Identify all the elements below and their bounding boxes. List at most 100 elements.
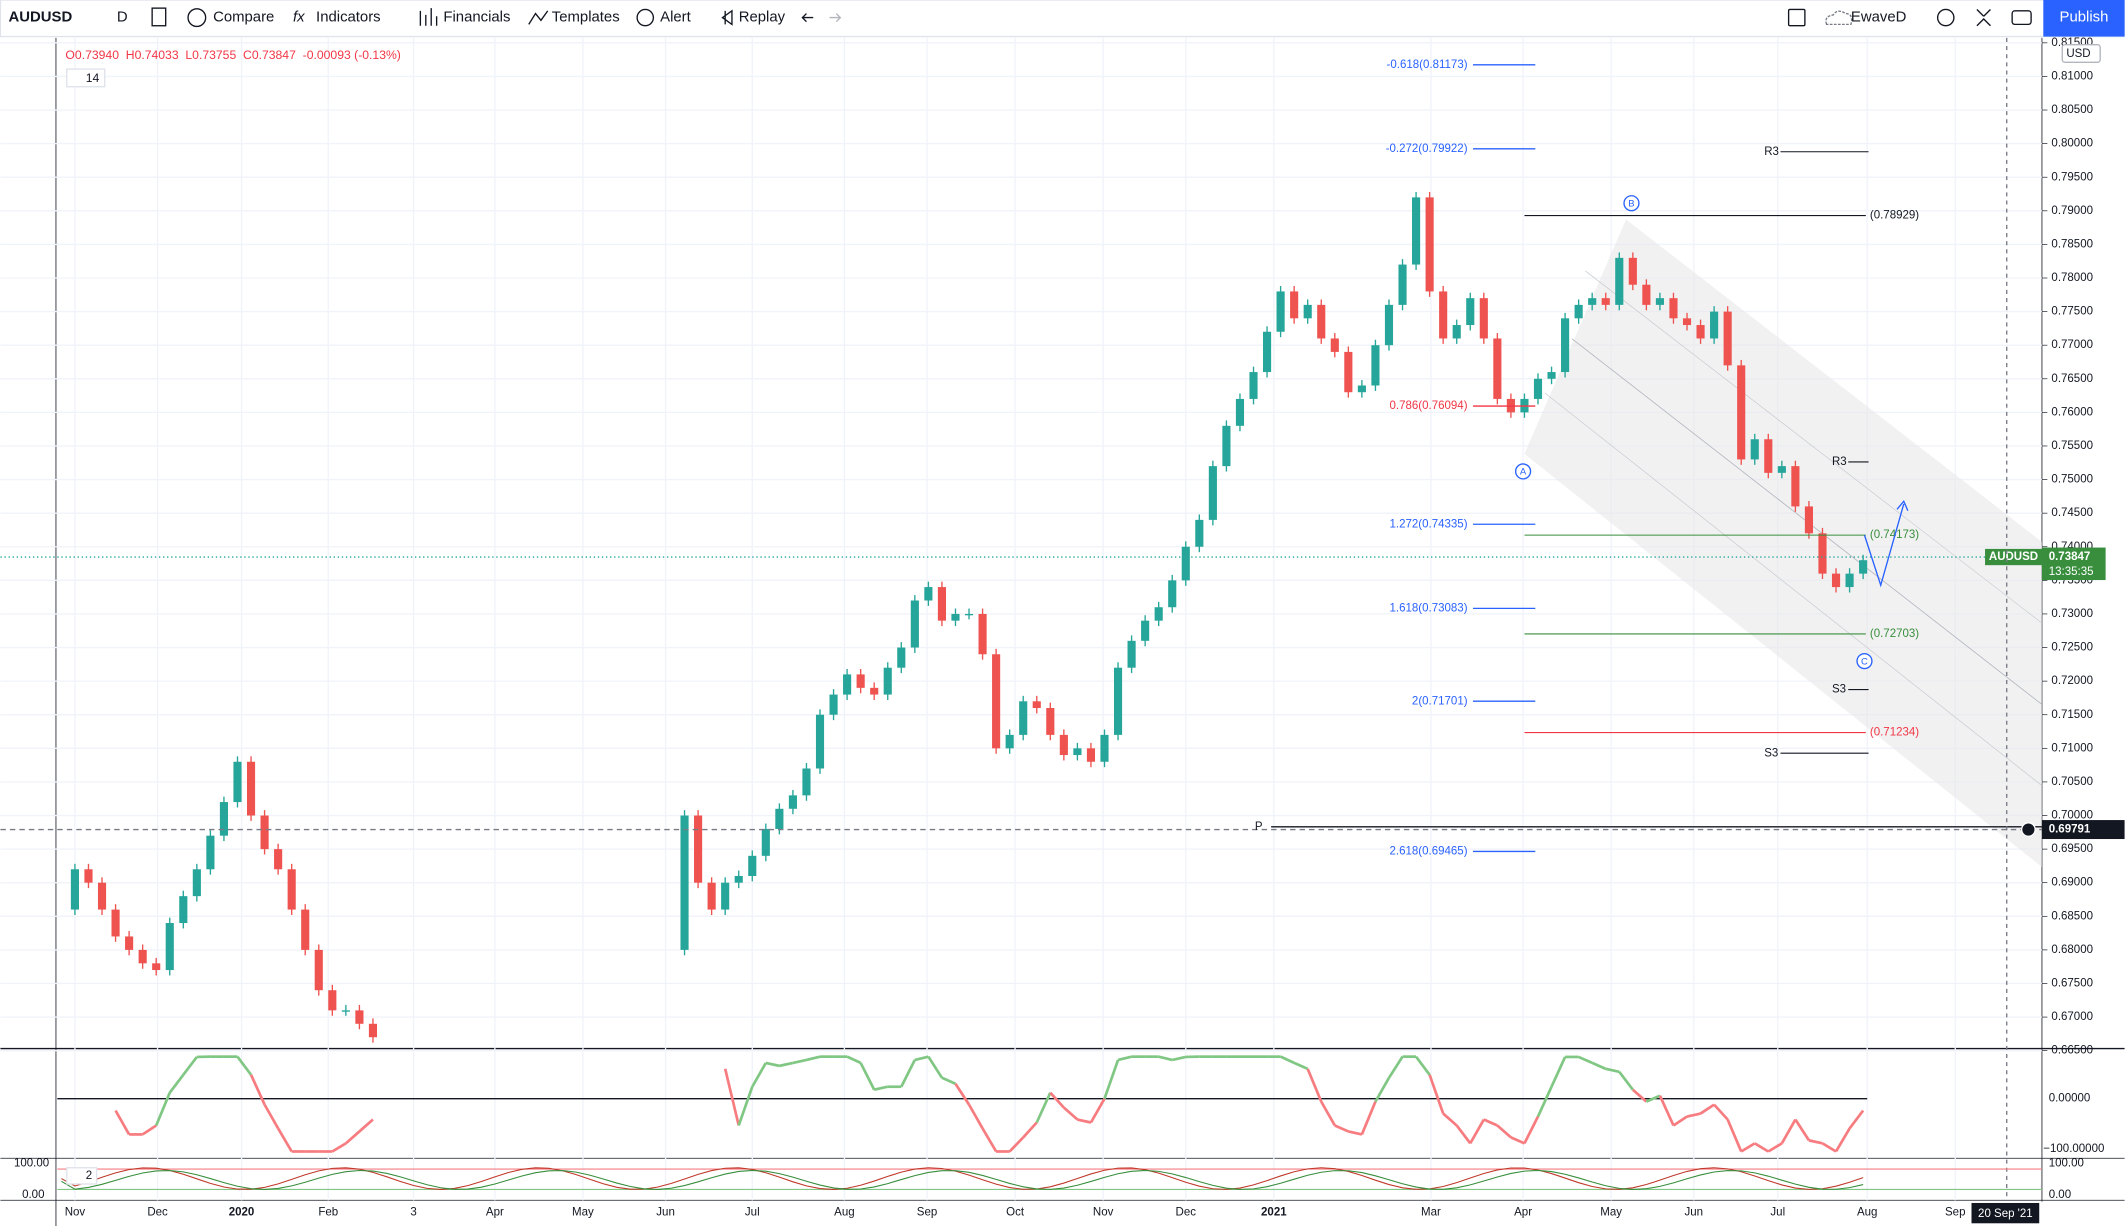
candle-body [1384, 304, 1394, 346]
time-label: Jun [1685, 1206, 1704, 1218]
fullscreen-toggle[interactable] [1787, 8, 1806, 27]
currency: USD [2066, 48, 2090, 60]
y-tick-label: 0.76000 [2051, 406, 2093, 418]
candle-body [1561, 318, 1570, 373]
candle-body [1357, 385, 1366, 393]
fib-label: 1.618(0.73083) [1390, 602, 1468, 614]
candle-body [1113, 667, 1123, 735]
time-label: May [1600, 1206, 1622, 1218]
fullscreen-button[interactable] [1976, 9, 1991, 27]
date-tag-box [1971, 1202, 2040, 1224]
symbol[interactable]: AUDUSD [9, 10, 73, 26]
y-tick-label: 0.78000 [2051, 272, 2093, 284]
oscillator-segment [1008, 1136, 1025, 1153]
replay-icon [721, 9, 733, 26]
candle-body [301, 909, 310, 950]
candle-body [1493, 338, 1502, 399]
candle-body [328, 990, 337, 1011]
oscillator-segment [1348, 1130, 1363, 1136]
candle-body [1073, 748, 1082, 756]
snapshot-button[interactable] [2011, 10, 2032, 26]
time-label: Aug [1857, 1206, 1877, 1218]
pivot-level-label: S3 [1764, 747, 1778, 759]
time-label: Mar [1421, 1206, 1441, 1218]
oscillator-segment [1605, 1067, 1620, 1074]
candle-body [1628, 257, 1637, 285]
candle-body [964, 613, 974, 616]
templates-button[interactable]: Templates [552, 10, 620, 26]
time-label: Apr [1514, 1206, 1532, 1218]
oscillator-segment [1089, 1097, 1106, 1124]
compare-icon[interactable] [187, 8, 207, 28]
oscillator-segment [1158, 1055, 1173, 1062]
candle-body [910, 600, 919, 648]
candle-body [1804, 506, 1814, 534]
candle-body [1086, 748, 1096, 762]
publish-label[interactable]: Publish [2060, 10, 2109, 26]
candle-body [84, 869, 93, 883]
wave-label: B [1628, 198, 1634, 209]
oscillator-segment [276, 1127, 293, 1153]
candle-body [1425, 197, 1434, 292]
replay-button[interactable]: Replay [739, 10, 786, 26]
pivot-price-box [2041, 820, 2125, 840]
candle-body [1737, 365, 1746, 460]
candle-body [1588, 298, 1597, 305]
date-tag: 20 Sep '21 [1978, 1208, 2033, 1220]
publish-button[interactable] [2043, 0, 2125, 37]
y-tick-label: 0.68000 [2051, 944, 2093, 956]
indicators-button[interactable]: Indicators [316, 10, 381, 26]
candle-body [192, 869, 201, 897]
candle-body [883, 667, 892, 695]
candle-body [274, 849, 283, 870]
oscillator-segment [1754, 1142, 1769, 1153]
settings-button[interactable] [1936, 8, 1955, 27]
candle-body [748, 855, 757, 876]
y-tick-label: 0.73500 [2051, 574, 2093, 586]
oscillator-segment [723, 1068, 741, 1126]
candle-body [1005, 734, 1014, 749]
undo-button[interactable] [801, 13, 814, 23]
redo-button[interactable] [829, 13, 842, 23]
stoch-d [61, 1169, 1864, 1190]
oscillator-segment [1280, 1055, 1295, 1065]
chart-style-icon[interactable] [151, 7, 167, 27]
oscillator-segment [1699, 1103, 1715, 1115]
oscillator-segment [954, 1083, 971, 1106]
candle-body [1601, 298, 1610, 305]
interval[interactable]: D [117, 10, 128, 26]
oscillator-segment [1618, 1071, 1634, 1091]
oscillator-segment [1780, 1118, 1797, 1145]
candle-body [734, 875, 743, 883]
pane2-left-label: 100.00 [14, 1158, 49, 1170]
candle-body [856, 674, 865, 688]
oscillator-segment [1848, 1109, 1865, 1130]
candle-body [1574, 304, 1583, 319]
oscillator-segment [1414, 1055, 1431, 1076]
financials-button[interactable]: Financials [443, 10, 510, 26]
candle-body [1642, 284, 1651, 305]
time-label: Feb [318, 1206, 338, 1218]
y-tick-label: 0.75500 [2051, 440, 2093, 452]
toolbar [0, 0, 2125, 38]
candle-body [1439, 291, 1448, 339]
oscillator-segment [806, 1055, 821, 1062]
channel-line [1544, 392, 2043, 786]
candle-body [1154, 607, 1163, 621]
ohlc-legend: O0.73940 H0.74033 L0.73755 C0.73847 -0.00093… [65, 48, 400, 62]
alert-button[interactable]: Alert [660, 10, 691, 26]
candle-body [937, 587, 946, 621]
candle-body [1371, 345, 1380, 386]
compare-button[interactable]: Compare [213, 10, 274, 26]
indicator-badge[interactable]: 14 [86, 71, 100, 85]
oscillator-segment [141, 1124, 157, 1136]
candle-body [1344, 351, 1353, 393]
oscillator-segment [1740, 1142, 1756, 1153]
candle-body [1195, 519, 1204, 547]
time-label: Jul [745, 1206, 760, 1218]
layout-name[interactable]: EwaveD [1851, 10, 1907, 26]
candle-body [1222, 425, 1231, 467]
plot-area: Nov Dec 2020 Feb 3 Apr May Jun Jul Aug Sep Oct Nov De… [0, 37, 2125, 1226]
oscillator-segment [1334, 1124, 1349, 1133]
